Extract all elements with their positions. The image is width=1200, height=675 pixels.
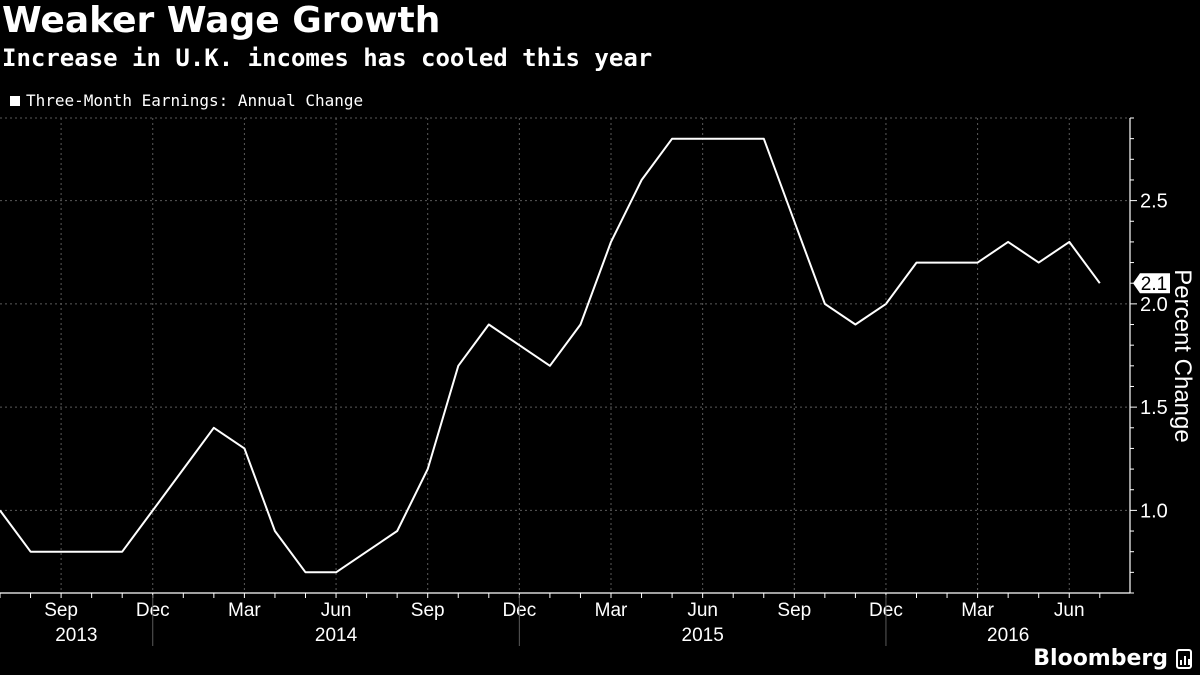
x-year-label: 2013 (55, 625, 97, 646)
legend: Three-Month Earnings: Annual Change (10, 91, 363, 110)
x-tick-label: Sep (777, 600, 811, 621)
chart-subtitle: Increase in U.K. incomes has cooled this… (2, 44, 653, 72)
y-tick-label: 2.5 (1140, 191, 1168, 213)
x-tick-label: Jun (687, 600, 718, 621)
data-line (0, 137, 1101, 574)
bloomberg-logo: Bloomberg (1033, 646, 1192, 671)
x-tick-label: Mar (961, 600, 994, 621)
brand-name: Bloomberg (1033, 646, 1168, 671)
legend-label: Three-Month Earnings: Annual Change (26, 91, 364, 110)
x-tick-label: Mar (228, 600, 261, 621)
x-tick-label: Jun (321, 600, 352, 621)
last-value-callout (1133, 273, 1170, 294)
chart-title: Weaker Wage Growth (2, 0, 441, 41)
legend-swatch (10, 95, 20, 106)
y-tick-label: 2.0 (1140, 294, 1168, 316)
x-tick-label: Sep (44, 600, 78, 621)
y-tick-label: 1.5 (1140, 397, 1168, 419)
x-year-label: 2014 (315, 625, 358, 646)
last-value-label: 2.1 (1141, 274, 1167, 295)
x-tick-label: Mar (595, 600, 628, 621)
y-tick-label: 1.0 (1140, 500, 1168, 522)
y-axis-label: Percent Change (1169, 269, 1196, 442)
x-year-label: 2016 (987, 625, 1029, 646)
x-tick-label: Sep (411, 600, 445, 621)
bloomberg-chart-icon (1176, 648, 1192, 669)
x-year-label: 2015 (682, 625, 724, 646)
x-tick-label: Jun (1054, 600, 1085, 621)
